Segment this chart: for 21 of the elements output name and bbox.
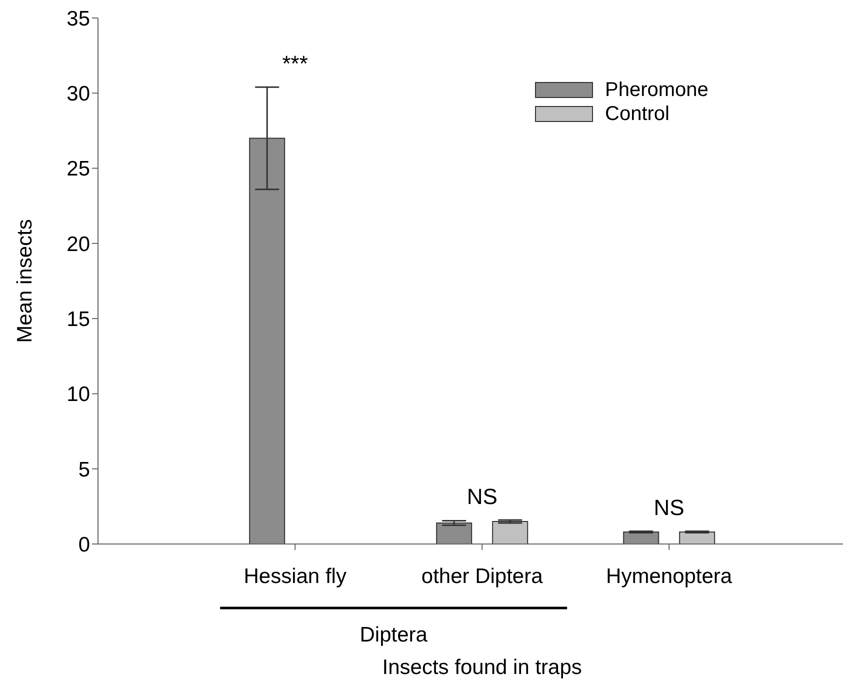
text: Diptera	[360, 624, 428, 647]
bar	[436, 522, 472, 544]
x-tick-label: other Diptera	[421, 564, 544, 588]
y-tick-label: 15	[66, 308, 90, 332]
y-axis-title: Mean insects	[14, 219, 37, 343]
annotation: NS	[654, 495, 684, 520]
y-tick-label: 35	[66, 7, 90, 30]
legend-label: Pheromone	[605, 78, 708, 102]
y-tick-label: 5	[78, 458, 90, 482]
x-tick-label: Hymenoptera	[606, 564, 732, 588]
x-tick-label: Hessian fly	[244, 564, 347, 588]
legend-label: Control	[605, 102, 670, 126]
bar	[492, 520, 528, 544]
y-tick-label: 10	[66, 383, 90, 406]
y-tick-label: 30	[66, 82, 90, 106]
annotation: ***	[282, 50, 308, 76]
y-tick-label: 25	[66, 158, 90, 181]
y-tick-label: 20	[66, 232, 90, 256]
y-tick-label: 0	[78, 533, 90, 556]
annotation: NS	[466, 484, 498, 509]
x-axis-title: Insects found in traps	[382, 656, 582, 679]
